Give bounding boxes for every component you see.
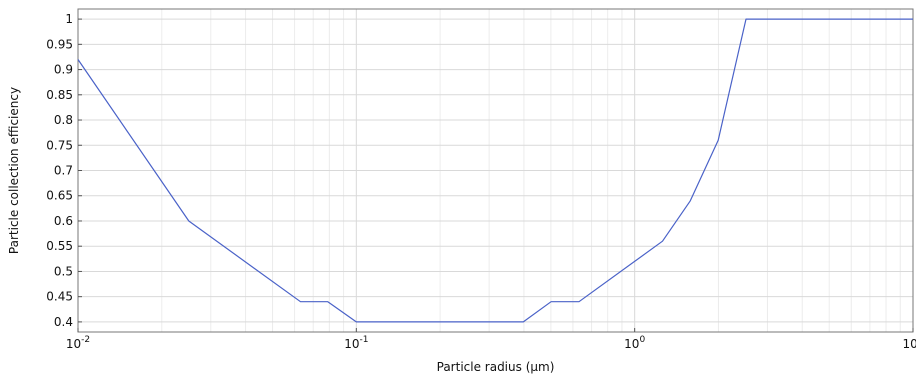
- y-axis-label: Particle collection efficiency: [7, 87, 21, 254]
- y-tick-label: 0.9: [54, 63, 73, 77]
- y-tick-label: 0.8: [54, 113, 73, 127]
- y-tick-label: 0.6: [54, 214, 73, 228]
- y-tick-label: 0.75: [46, 138, 73, 152]
- series-line: [77, 18, 913, 323]
- x-tick-label: 10-1: [344, 335, 368, 351]
- y-tick-label: 0.4: [54, 315, 73, 329]
- x-axis-label: Particle radius (µm): [437, 360, 555, 374]
- y-tick-label: 0.45: [46, 290, 73, 304]
- y-tick-label: 0.5: [54, 264, 73, 278]
- y-tick-label: 0.95: [46, 37, 73, 51]
- series-layer: [77, 18, 913, 323]
- y-tick-label: 0.7: [54, 164, 73, 178]
- x-tick-label: 100: [624, 335, 645, 351]
- y-tick-labels: 0.4 0.45 0.5 0.55 0.6 0.65 0.7 0.75 0.8 0.85 0.9 0.…: [46, 12, 82, 329]
- y-tick-label: 0.85: [46, 88, 73, 102]
- x-tick-labels: 10-2 10-1 100 101: [66, 328, 916, 351]
- y-tick-label: 0.55: [46, 239, 73, 253]
- x-tick-label: 101: [902, 335, 916, 351]
- y-tick-label: 0.65: [46, 189, 73, 203]
- x-tick-label: 10-2: [66, 335, 90, 351]
- grid-lines: [77, 9, 913, 332]
- y-tick-label: 1: [65, 12, 73, 26]
